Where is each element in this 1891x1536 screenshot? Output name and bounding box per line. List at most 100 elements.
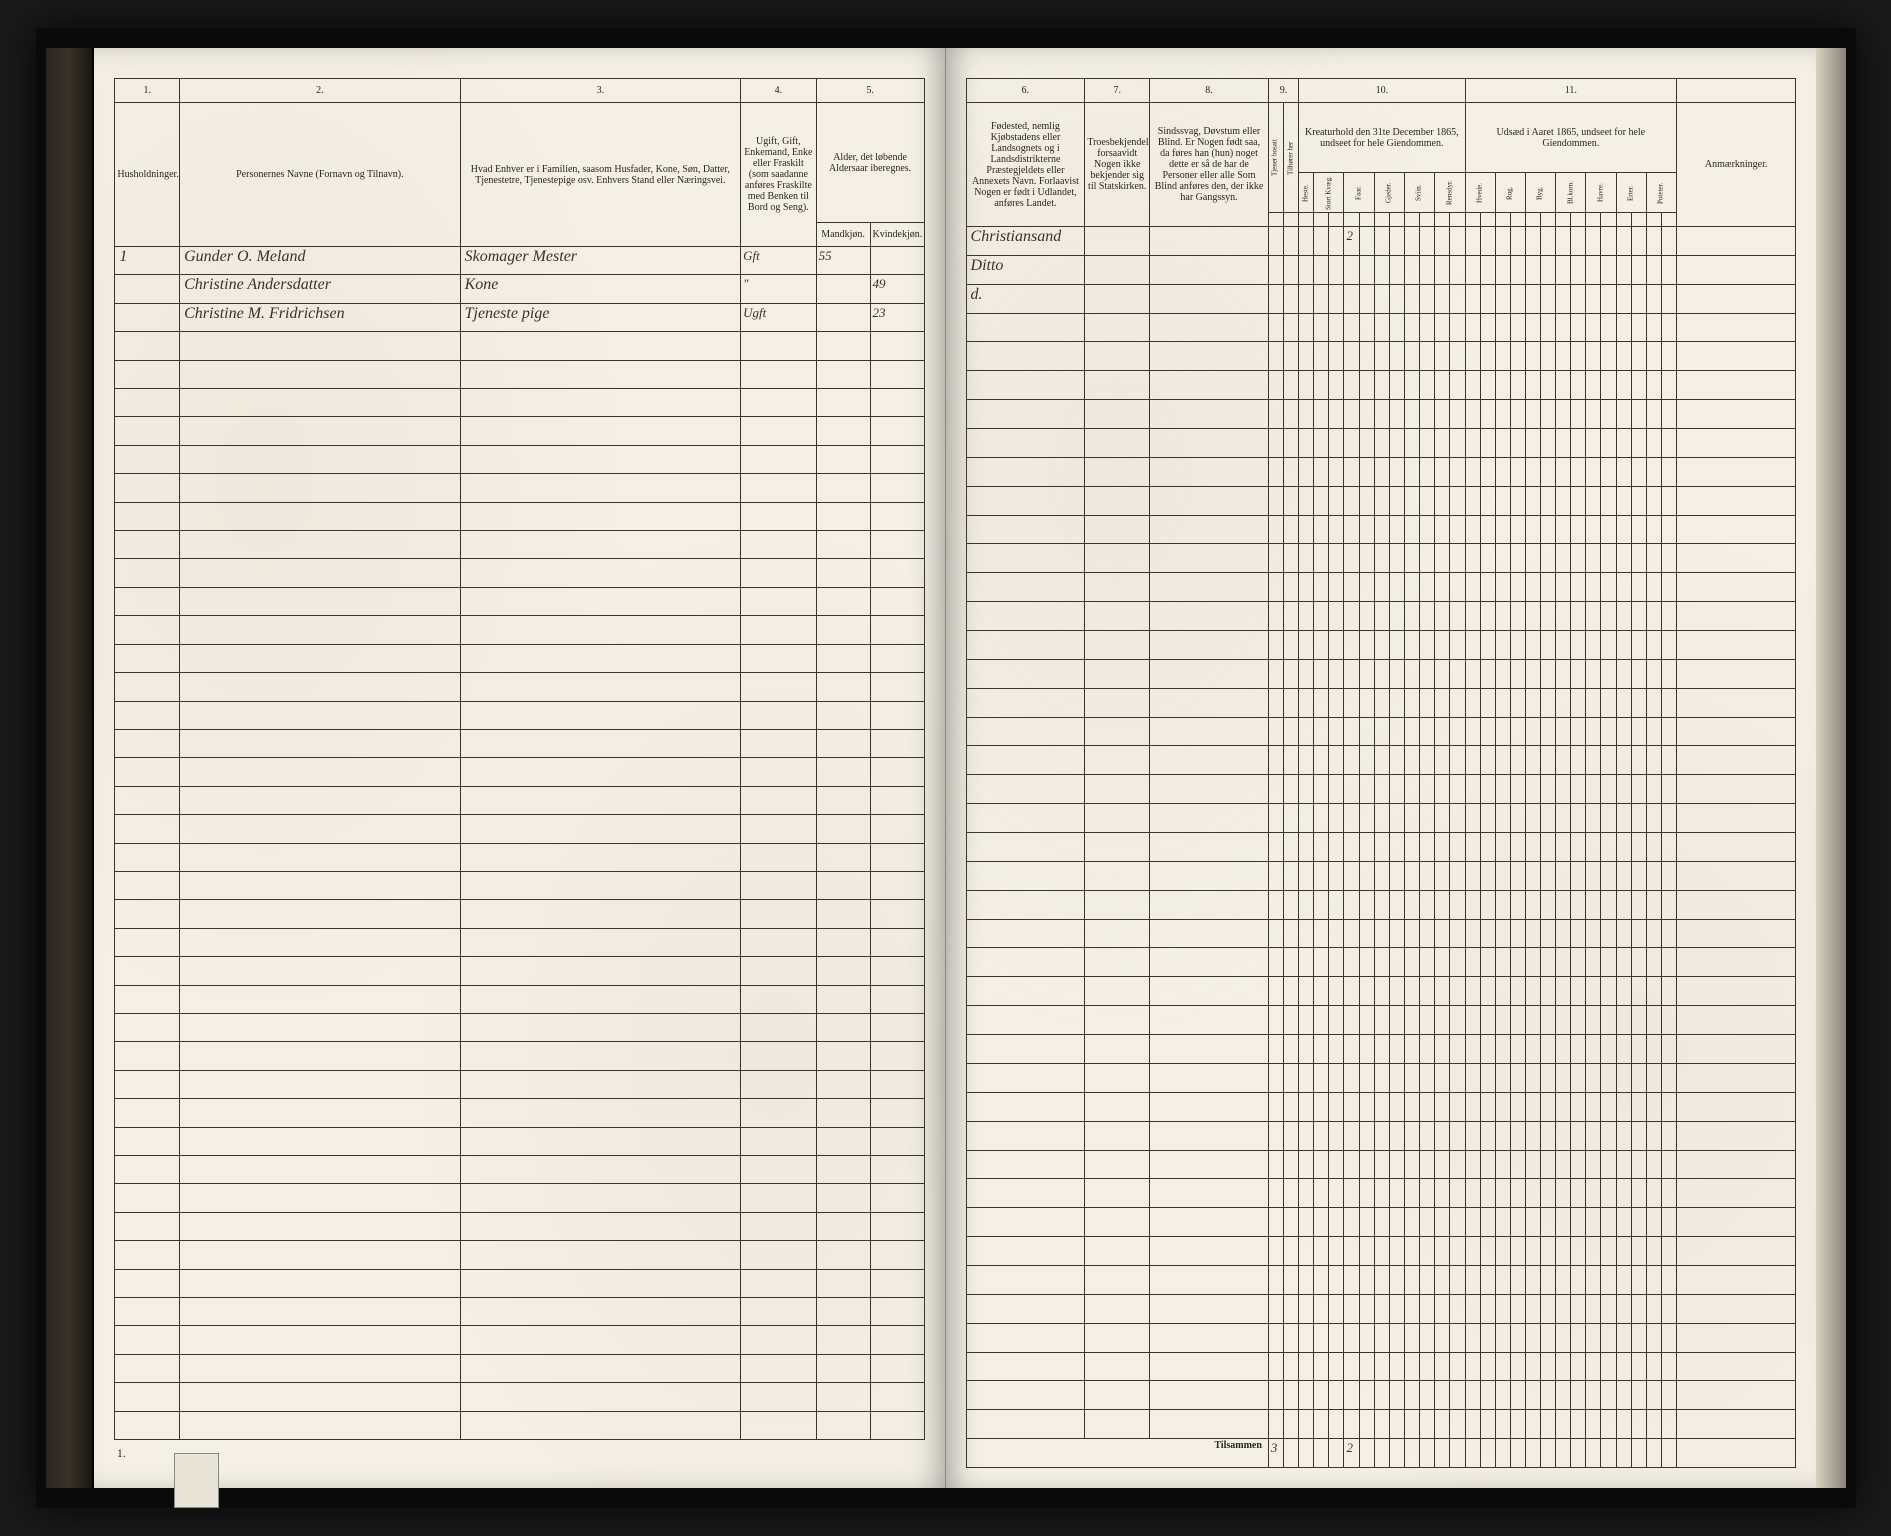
cell-c11-2 — [1495, 486, 1510, 515]
cell-disability — [1150, 1006, 1269, 1035]
cell-c11-1 — [1480, 1179, 1495, 1208]
left-footer-mark: 1. — [115, 1440, 924, 1468]
cell-remarks — [1677, 890, 1796, 919]
cell-birthplace — [966, 1352, 1085, 1381]
cell-birthplace: d. — [966, 284, 1085, 313]
cell-c11-0 — [1465, 1208, 1480, 1237]
col-num-5: 5. — [816, 79, 924, 103]
cell-c10-1 — [1314, 602, 1329, 631]
cell-hh — [115, 843, 180, 871]
cell-c11-1 — [1480, 1352, 1495, 1381]
cell-birthplace — [966, 631, 1085, 660]
cell-remarks — [1677, 1006, 1796, 1035]
cell-c10-10 — [1450, 861, 1465, 890]
cell-hh — [115, 360, 180, 388]
cell-name — [180, 559, 460, 587]
cell-c10-0 — [1299, 659, 1314, 688]
cell-c9b — [1284, 1150, 1299, 1179]
cell-c11-11 — [1631, 890, 1646, 919]
cell-status — [741, 900, 817, 928]
cell-c11-9 — [1601, 977, 1616, 1006]
cell-faith — [1085, 1410, 1150, 1439]
cell-c9a — [1268, 573, 1283, 602]
cell-role — [460, 1241, 740, 1269]
cell-remarks — [1677, 544, 1796, 573]
cell-c11-12 — [1646, 659, 1661, 688]
col-num-7: 7. — [1085, 79, 1150, 103]
cell-remarks — [1677, 400, 1796, 429]
cell-c10-8 — [1420, 1063, 1435, 1092]
cell-c11-2 — [1495, 746, 1510, 775]
cell-c11-0 — [1465, 573, 1480, 602]
cell-c11-0 — [1465, 977, 1480, 1006]
cell-hh — [115, 1042, 180, 1070]
table-row — [966, 457, 1796, 486]
cell-c11-9 — [1601, 1179, 1616, 1208]
cell-status — [741, 616, 817, 644]
cell-c10-5 — [1374, 515, 1389, 544]
cell-c10-7 — [1404, 457, 1419, 486]
cell-c11-9 — [1601, 429, 1616, 458]
cell-c11-12 — [1646, 544, 1661, 573]
col-sub-5k: Kvindekjøn. — [870, 223, 924, 247]
cell-c10-9 — [1435, 659, 1450, 688]
cell-c10-1 — [1314, 429, 1329, 458]
cell-c10-9 — [1435, 1294, 1450, 1323]
table-row — [966, 948, 1796, 977]
table-row — [966, 1294, 1796, 1323]
cell-c10-4 — [1359, 1092, 1374, 1121]
cell-age-m — [816, 1354, 870, 1382]
col-num-3: 3. — [460, 79, 740, 103]
cell-c10-5 — [1374, 1294, 1389, 1323]
cell-c11-5 — [1541, 631, 1556, 660]
cell-c11-13 — [1661, 342, 1676, 371]
cell-c11-8 — [1586, 255, 1601, 284]
sub-10-0: Heste. — [1299, 173, 1314, 213]
cell-c10-9 — [1435, 429, 1450, 458]
cell-c11-2 — [1495, 688, 1510, 717]
cell-c10-1 — [1314, 1208, 1329, 1237]
table-row — [966, 1323, 1796, 1352]
cell-c11-8 — [1586, 429, 1601, 458]
cell-c11-1 — [1480, 659, 1495, 688]
table-row — [115, 1298, 924, 1326]
cell-c10-6 — [1389, 977, 1404, 1006]
cell-faith — [1085, 515, 1150, 544]
cell-age-m — [816, 531, 870, 559]
cell-c11-8 — [1586, 1265, 1601, 1294]
cell-c11-11 — [1631, 1352, 1646, 1381]
cell-c10-3 — [1344, 631, 1359, 660]
cell-c11-1 — [1480, 1150, 1495, 1179]
cell-c11-8 — [1586, 515, 1601, 544]
cell-c10-5 — [1374, 1208, 1389, 1237]
cell-faith — [1085, 833, 1150, 862]
cell-role — [460, 644, 740, 672]
cell-c11-9 — [1601, 833, 1616, 862]
cell-c11-13 — [1661, 631, 1676, 660]
cell-c10-2 — [1329, 746, 1344, 775]
cell-c10-5 — [1374, 1150, 1389, 1179]
cell-age-k — [870, 1269, 924, 1297]
cell-c9b — [1284, 1006, 1299, 1035]
cell-c10-6 — [1389, 1006, 1404, 1035]
cell-c11-12 — [1646, 342, 1661, 371]
cell-c11-1 — [1480, 631, 1495, 660]
cell-c11-7 — [1571, 948, 1586, 977]
cell-c9a — [1268, 659, 1283, 688]
cell-status — [741, 928, 817, 956]
cell-c11-3 — [1510, 544, 1525, 573]
cell-c11-8 — [1586, 861, 1601, 890]
cell-c9b — [1284, 659, 1299, 688]
cell-birthplace — [966, 1150, 1085, 1179]
cell-c11-1 — [1480, 977, 1495, 1006]
cell-c10-2 — [1329, 457, 1344, 486]
cell-hh — [115, 445, 180, 473]
cell-remarks — [1677, 486, 1796, 515]
cell-c11-6 — [1556, 890, 1571, 919]
cell-c11-6 — [1556, 804, 1571, 833]
table-row — [966, 1352, 1796, 1381]
cell-c10-4 — [1359, 890, 1374, 919]
cell-c11-0 — [1465, 284, 1480, 313]
cell-c11-0 — [1465, 948, 1480, 977]
table-row — [966, 688, 1796, 717]
